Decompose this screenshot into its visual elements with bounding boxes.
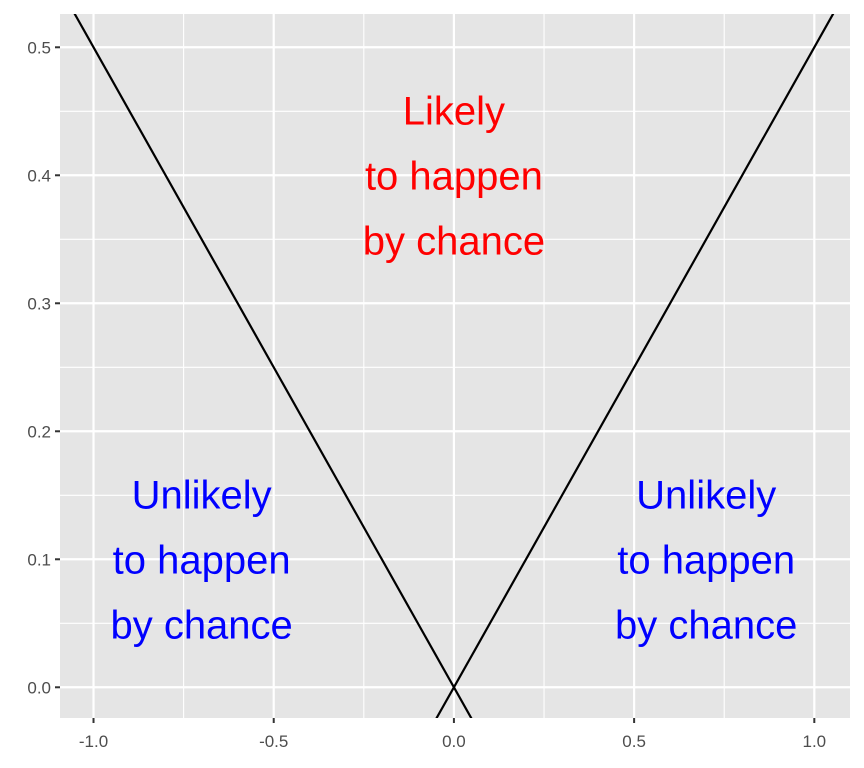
annotation-text: Unlikely: [636, 473, 776, 517]
y-tick-label: 0.3: [27, 294, 51, 313]
annotations: Likely to happen by chance Unlikely to happe…: [110, 89, 797, 647]
x-tick-label: 0.0: [442, 732, 466, 751]
annotation-text: to happen: [365, 154, 543, 198]
annotation-text: by chance: [363, 219, 545, 263]
annotation-text: Likely: [403, 89, 505, 133]
x-tick-label: 1.0: [802, 732, 826, 751]
x-tick-label: 0.5: [622, 732, 646, 751]
annotation-text: Unlikely: [132, 473, 272, 517]
series-line: [435, 14, 835, 718]
x-tick-label: -0.5: [259, 732, 288, 751]
y-tick-label: 0.2: [27, 422, 51, 441]
x-axis: -1.0 -0.5 0.0 0.5 1.0: [79, 718, 826, 751]
y-tick-label: 0.4: [27, 166, 51, 185]
annotation-text: to happen: [113, 538, 291, 582]
annotation-text: to happen: [617, 538, 795, 582]
annotation-text: by chance: [110, 603, 292, 647]
series-lines: [73, 14, 835, 718]
y-axis: 0.0 0.1 0.2 0.3 0.4 0.5: [27, 38, 60, 697]
series-line: [73, 14, 473, 718]
x-tick-label: -1.0: [79, 732, 108, 751]
y-tick-label: 0.5: [27, 38, 51, 57]
y-tick-label: 0.1: [27, 550, 51, 569]
y-tick-label: 0.0: [27, 678, 51, 697]
annotation-text: by chance: [615, 603, 797, 647]
